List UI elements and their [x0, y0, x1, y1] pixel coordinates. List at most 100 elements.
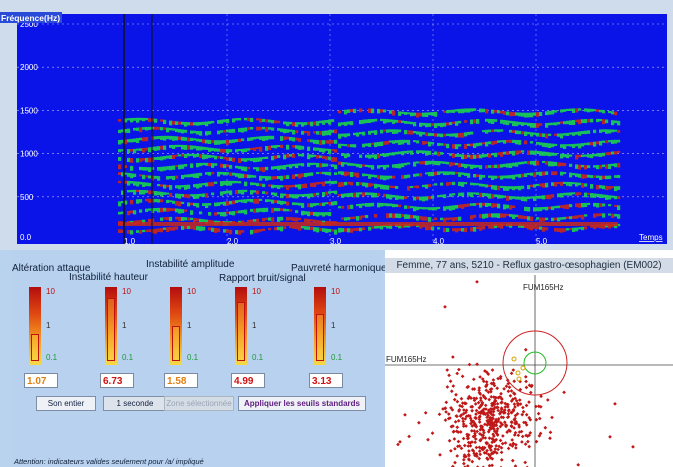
energy-cell — [443, 171, 447, 176]
energy-cell — [491, 203, 495, 208]
energy-cell — [590, 142, 594, 146]
energy-cell — [392, 110, 396, 116]
energy-cell — [527, 150, 531, 155]
energy-cell — [331, 180, 335, 185]
energy-cell — [301, 122, 305, 127]
scatter-point — [497, 444, 501, 449]
energy-cell — [368, 119, 372, 123]
whole-sound-button[interactable]: Son entier — [36, 396, 96, 411]
scatter-point — [509, 389, 514, 393]
energy-cell — [548, 133, 552, 136]
energy-cell — [575, 119, 579, 123]
scatter-point-outlier — [608, 434, 612, 439]
energy-cell — [253, 190, 257, 193]
energy-cell — [584, 214, 588, 217]
energy-cell — [569, 108, 573, 111]
energy-cell — [548, 152, 552, 157]
energy-cell — [356, 227, 360, 231]
energy-cell — [322, 140, 326, 145]
energy-cell — [404, 112, 408, 115]
energy-cell — [217, 171, 221, 177]
energy-cell — [163, 156, 167, 160]
energy-cell — [488, 213, 492, 218]
energy-cell — [428, 123, 432, 127]
energy-cell — [389, 129, 393, 133]
threshold-circle-outer — [502, 330, 568, 396]
energy-cell — [160, 135, 164, 140]
energy-cell — [539, 171, 543, 176]
energy-cell — [145, 147, 149, 151]
scatter-point — [510, 438, 515, 442]
energy-cell — [208, 219, 212, 223]
scatter-point — [527, 444, 532, 449]
energy-cell — [527, 216, 531, 221]
selected-zone-button[interactable]: Zone sélectionnée — [164, 396, 234, 411]
energy-cell — [262, 218, 266, 222]
energy-cell — [331, 157, 335, 162]
energy-cell — [181, 121, 185, 125]
gauge-scale-label-middle: 1 — [187, 321, 192, 330]
energy-cell — [347, 217, 351, 221]
energy-cell — [130, 189, 134, 193]
one-second-button[interactable]: 1 seconde — [103, 396, 167, 411]
energy-cell — [455, 228, 459, 233]
energy-cell — [401, 163, 405, 168]
energy-cell — [304, 193, 308, 197]
energy-cell — [295, 174, 299, 177]
energy-cell — [500, 175, 504, 180]
energy-cell — [425, 160, 429, 166]
energy-cell — [590, 225, 594, 228]
energy-cell — [271, 207, 275, 213]
energy-cell — [389, 140, 393, 143]
energy-cell — [316, 131, 320, 135]
energy-cell — [338, 143, 342, 149]
energy-cell — [344, 171, 348, 177]
energy-cell — [581, 164, 585, 168]
energy-cell — [172, 144, 176, 149]
energy-cell — [350, 228, 354, 233]
energy-cell — [202, 162, 206, 166]
energy-cell — [560, 121, 564, 124]
energy-cell — [235, 149, 239, 153]
energy-cell — [169, 200, 173, 203]
energy-cell — [377, 175, 381, 180]
x-tick-label: 2.0 — [227, 237, 239, 246]
scatter-point — [562, 390, 566, 395]
energy-cell — [593, 193, 597, 198]
energy-cell — [193, 218, 197, 223]
energy-cell — [238, 173, 242, 179]
energy-cell — [338, 161, 342, 165]
energy-cell — [386, 153, 390, 157]
energy-cell — [458, 216, 462, 221]
scatter-plot[interactable]: FUM165Hz FUM165Hz — [385, 275, 673, 467]
energy-cell — [316, 227, 320, 233]
energy-cell — [560, 144, 564, 148]
energy-cell — [395, 151, 399, 155]
energy-cell — [371, 202, 375, 207]
energy-cell — [292, 174, 296, 179]
energy-cell — [247, 148, 251, 151]
energy-cell — [341, 217, 345, 220]
energy-cell — [187, 202, 191, 207]
energy-cell — [268, 184, 272, 187]
energy-cell — [130, 118, 134, 123]
energy-cell — [232, 118, 236, 123]
scatter-point — [461, 457, 466, 462]
energy-cell — [289, 137, 293, 141]
scatter-point — [545, 398, 550, 402]
energy-cell — [142, 148, 146, 153]
energy-cell — [506, 151, 510, 155]
energy-cell — [407, 150, 411, 153]
energy-cell — [334, 129, 338, 134]
energy-cell — [175, 201, 179, 206]
scatter-point — [463, 410, 468, 415]
energy-cell — [169, 155, 173, 159]
energy-cell — [584, 130, 588, 135]
energy-cell — [193, 130, 197, 134]
apply-thresholds-button[interactable]: Appliquer les seuils standards — [238, 396, 366, 411]
energy-cell — [551, 143, 555, 148]
energy-cell — [518, 196, 522, 200]
energy-cell — [160, 217, 164, 221]
energy-cell — [524, 206, 528, 212]
